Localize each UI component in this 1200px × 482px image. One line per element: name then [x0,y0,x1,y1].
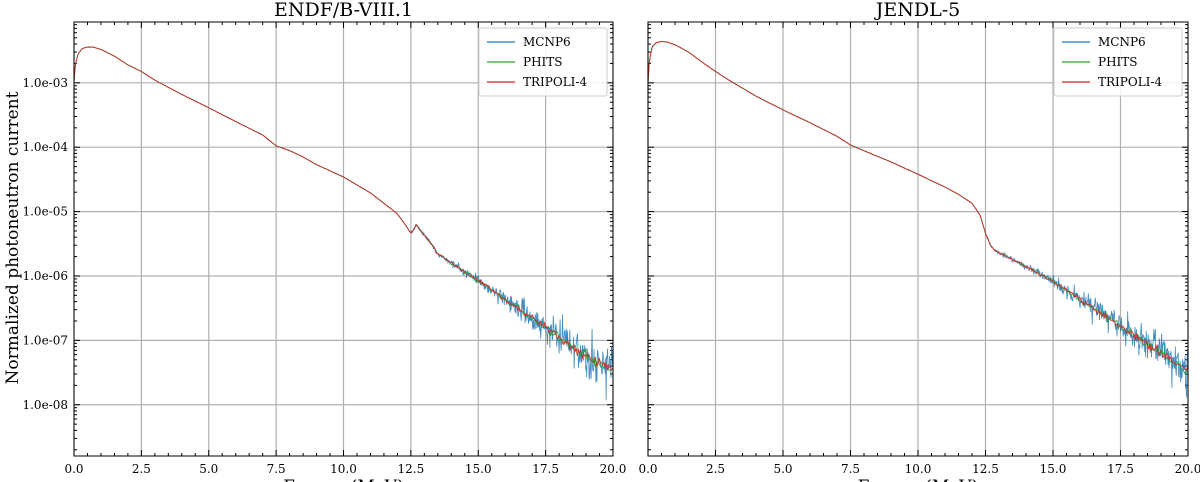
x-axis-title: Energy (MeV) [283,477,403,482]
plot-frame [647,21,1189,457]
legend-item: TRIPOLI-4 [487,75,587,89]
x-tick-label: 15.0 [465,462,492,476]
y-tick-label: 1.0e-07 [22,333,68,347]
x-tick-label: 12.5 [972,462,999,476]
x-axis-title: Energy (MeV) [858,477,978,482]
chart-title: JENDL-5 [874,0,960,21]
x-tick-label: 5.0 [199,462,218,476]
legend-item: PHITS [1062,55,1138,69]
x-tick-label: 0.0 [638,462,657,476]
legend-item: MCNP6 [487,35,571,49]
y-tick-label: 1.0e-05 [22,205,68,219]
legend-box [1053,27,1183,97]
legend: MCNP6 PHITS TRIPOLI-4 [1053,27,1183,97]
series-lines [648,40,1188,398]
legend-box [478,27,608,97]
x-tick-label: 10.0 [905,462,932,476]
y-tick-label: 1.0e-03 [22,76,68,90]
x-tick-label: 7.5 [841,462,860,476]
x-tick-label: 2.5 [132,462,151,476]
x-tick-label: 5.0 [773,462,792,476]
x-tick-label: 17.5 [1107,462,1134,476]
legend-item: PHITS [487,55,563,69]
x-tick-label: 0.0 [64,462,83,476]
chart-panel-endf: 0.0 2.5 5.0 7.5 10.0 12.5 15.0 17.5 20.0 1.0e-03 1… [22,0,626,482]
y-axis-title: Normalized photoneutron current [3,91,23,384]
x-tick-label: 7.5 [267,462,286,476]
legend-label: MCNP6 [523,35,571,49]
x-tick-label: 2.5 [706,462,725,476]
series-line-tripoli-4 [74,46,613,371]
series-line-tripoli-4 [648,40,1188,371]
legend-label: MCNP6 [1098,35,1146,49]
legend-label: PHITS [523,55,563,69]
chart-title: ENDF/B-VIII.1 [274,0,413,21]
legend: MCNP6 PHITS TRIPOLI-4 [478,27,608,97]
plot-frame [73,21,614,457]
x-tick-label: 10.0 [330,462,357,476]
x-tick-label: 20.0 [600,462,627,476]
legend-item: TRIPOLI-4 [1062,75,1162,89]
y-tick-label: 1.0e-04 [22,140,68,154]
x-tick-label: 17.5 [532,462,559,476]
series-lines [74,46,613,401]
x-tick-label: 12.5 [398,462,425,476]
legend-label: PHITS [1098,55,1138,69]
x-tick-label: 15.0 [1040,462,1067,476]
x-tick-label: 20.0 [1175,462,1200,476]
y-tick-label: 1.0e-08 [22,398,68,412]
legend-label: TRIPOLI-4 [1098,75,1162,89]
y-tick-label: 1.0e-06 [22,269,68,283]
legend-item: MCNP6 [1062,35,1146,49]
chart-panel-jendl: 0.0 2.5 5.0 7.5 10.0 12.5 15.0 17.5 20.0 JENDL-5 E… [638,0,1200,482]
legend-label: TRIPOLI-4 [523,75,587,89]
